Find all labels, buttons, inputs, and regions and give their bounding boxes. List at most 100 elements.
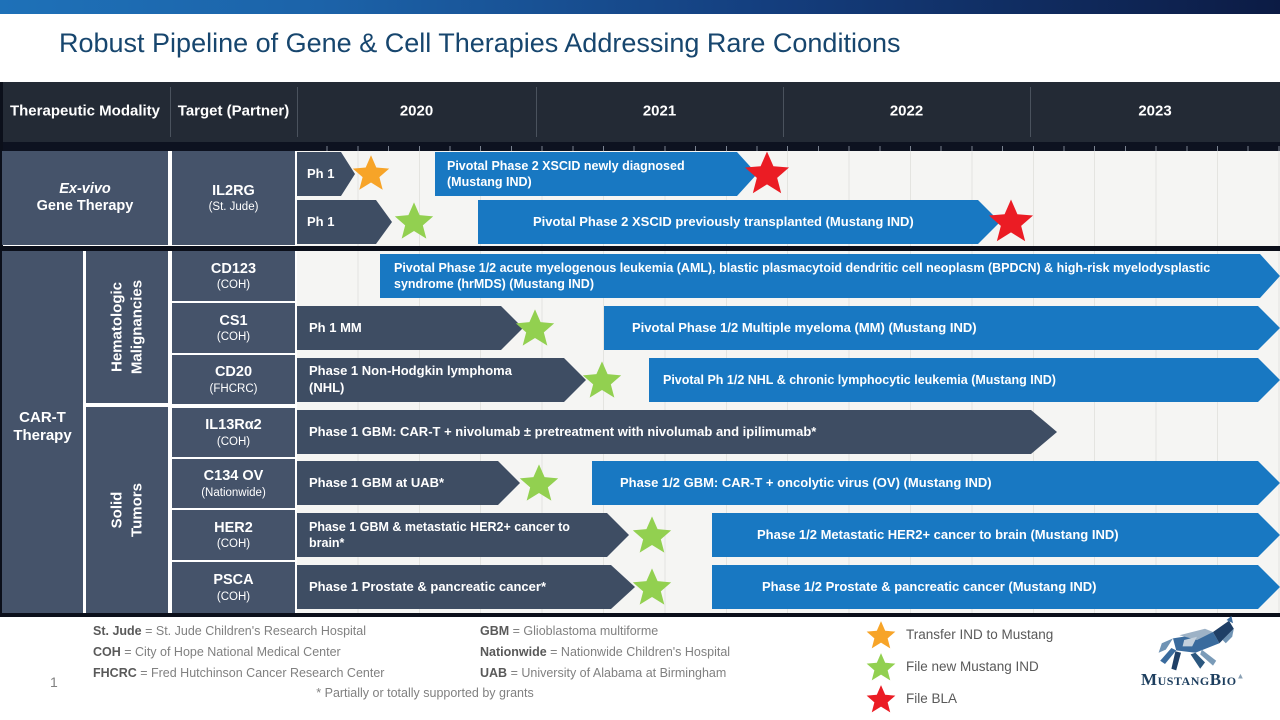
target-name: CD123 [210,260,257,277]
header-target: Target (Partner) [177,102,290,120]
milestone-star-file-ind-icon [519,464,559,503]
table-left-border [0,82,3,617]
header-divider [170,87,171,137]
phase-bar-psca-ph1: Phase 1 Prostate & pancreatic cancer* [297,565,635,609]
target-cell-cd123: CD123 (COH) [172,251,295,301]
target-partner: (COH) [216,331,251,344]
bar-label: Phase 1/2 Metastatic HER2+ cancer to bra… [757,526,1119,542]
modality-exvivo-line1: Ex-vivo [59,180,111,197]
quarter-ticks [297,146,1280,151]
bar-label: Pivotal Phase 1/2 acute myelogenous leuk… [394,260,1211,291]
milestone-star-file-ind-icon [394,202,434,241]
abbr-def: = Glioblastoma multiforme [509,624,659,638]
abbreviation-uab: UAB = University of Alabama at Birmingha… [480,666,726,680]
header-divider [297,87,298,137]
abbreviation-gbm: GBM = Glioblastoma multiforme [480,624,658,638]
milestone-star-file-bla-icon [988,199,1034,244]
phase-bar-cd123-pivotal: Pivotal Phase 1/2 acute myelogenous leuk… [380,254,1280,298]
legend-label-file-new-ind: File new Mustang IND [906,659,1039,674]
legend-star-red-icon [866,685,896,714]
target-cell-her2: HER2 (COH) [172,510,295,560]
header-year-2021: 2021 [642,102,677,120]
modality-cart-line1: CAR-T [19,409,66,426]
phase-bar-c134-pivotal: Phase 1/2 GBM: CAR-T + oncolytic virus (… [592,461,1280,505]
abbr-term: GBM [480,624,510,638]
target-partner: (COH) [216,590,251,603]
abbr-term: FHCRC [93,666,137,680]
target-partner: (COH) [216,279,251,292]
abbr-term: UAB [480,666,508,680]
header-divider [536,87,537,137]
header-year-2022: 2022 [889,102,924,120]
bar-label: Phase 1 GBM & metastatic HER2+ cancer to… [309,519,570,550]
target-name: PSCA [213,572,254,589]
abbr-def: = City of Hope National Medical Center [120,645,341,659]
group-hematologic-line2: Malignancies [128,279,146,375]
abbr-term: St. Jude [93,624,142,638]
target-cell-cd20: CD20 (FHCRC) [172,355,295,404]
modality-exvivo-line2: Gene Therapy [36,198,134,214]
page-number: 1 [50,674,58,690]
section-divider [0,246,1280,251]
abbr-def: = Fred Hutchinson Cancer Research Center [136,666,385,680]
legend-label-file-bla: File BLA [906,691,958,706]
target-cell-il2rg: IL2RG (St. Jude) [172,151,295,245]
top-banner [0,0,1280,14]
target-name: CS1 [219,312,248,329]
bar-label: Phase 1 GBM at UAB* [309,474,445,490]
abbreviation-fhcrc: FHCRC = Fred Hutchinson Cancer Research … [93,666,384,680]
bar-label: Pivotal Ph 1/2 NHL & chronic lymphocytic… [663,372,1056,387]
logo-trademark-icon: ▲ [1236,671,1245,681]
modality-cell-exvivo: Ex-vivo Gene Therapy [2,151,168,245]
bar-label: Phase 1 Prostate & pancreatic cancer* [309,578,547,594]
milestone-star-file-ind-icon [582,361,622,400]
group-solid-line2: Tumors [128,483,146,537]
phase-bar-cd20-ph1: Phase 1 Non-Hodgkin lymphoma (NHL) [297,358,586,402]
target-partner: (COH) [216,435,251,448]
group-cell-solid-tumors: Solid Tumors [86,407,168,613]
group-hematologic-line1: Hematologic [108,281,126,373]
phase-bar-il13ra2-ph1: Phase 1 GBM: CAR-T + nivolumab ± pretrea… [297,410,1057,454]
abbr-def: = University of Alabama at Birmingham [507,666,727,680]
group-cell-hematologic: Hematologic Malignancies [86,251,168,403]
target-name: CD20 [214,364,253,381]
bar-label: Ph 1 MM [309,319,362,335]
bar-label: Pivotal Phase 2 XSCID newly diagnosed (M… [447,158,685,189]
abbr-def: = Nationwide Children's Hospital [546,645,731,659]
legend-label-transfer-ind: Transfer IND to Mustang [906,627,1054,642]
mustangbio-logo-text: MustangBio▲ [1128,670,1258,690]
header-year-2023: 2023 [1138,102,1172,120]
logo-wordmark: MustangBio [1141,670,1237,689]
page-title: Robust Pipeline of Gene & Cell Therapies… [59,28,901,58]
abbreviation-nationwide: Nationwide = Nationwide Children's Hospi… [480,645,730,659]
modality-cart-line2: Therapy [13,427,72,444]
abbr-term: Nationwide [480,645,547,659]
phase-bar-c134-ph1: Phase 1 GBM at UAB* [297,461,520,505]
bar-label: Phase 1/2 GBM: CAR-T + oncolytic virus (… [620,474,992,490]
target-name: C134 OV [203,468,264,485]
mustangbio-horse-logo-icon [1147,616,1247,672]
target-partner: (COH) [216,538,251,551]
target-cell-psca: PSCA (COH) [172,562,295,613]
phase-bar-cd20-pivotal: Pivotal Ph 1/2 NHL & chronic lymphocytic… [649,358,1280,402]
abbr-term: COH [93,645,121,659]
quarter-tick-strip [0,142,1280,151]
grants-footnote: * Partially or totally supported by gran… [316,686,534,700]
phase-bar-xscid-newly-diagnosed: Pivotal Phase 2 XSCID newly diagnosed (M… [435,152,757,196]
milestone-star-transfer-ind-icon [352,155,390,192]
abbreviation-stjude: St. Jude = St. Jude Children's Research … [93,624,366,638]
header-year-2020: 2020 [399,102,434,120]
phase-bar-her2-ph1: Phase 1 GBM & metastatic HER2+ cancer to… [297,513,629,557]
bar-label: Phase 1/2 Prostate & pancreatic cancer (… [762,578,1097,594]
header-modality: Therapeutic Modality [9,102,161,120]
abbreviation-coh: COH = City of Hope National Medical Cent… [93,645,341,659]
phase-bar-cs1-ph1mm: Ph 1 MM [297,306,523,350]
bar-label: Phase 1 GBM: CAR-T + nivolumab ± pretrea… [309,423,817,439]
phase-bar-psca-pivotal: Phase 1/2 Prostate & pancreatic cancer (… [712,565,1280,609]
modality-cell-cart: CAR-T Therapy [2,251,83,613]
target-partner: (Nationwide) [201,486,266,499]
target-cell-cs1: CS1 (COH) [172,303,295,353]
bar-label: Phase 1 Non-Hodgkin lymphoma (NHL) [309,363,512,395]
target-name: IL2RG [212,182,255,199]
bar-label: Pivotal Phase 1/2 Multiple myeloma (MM) … [632,319,977,335]
